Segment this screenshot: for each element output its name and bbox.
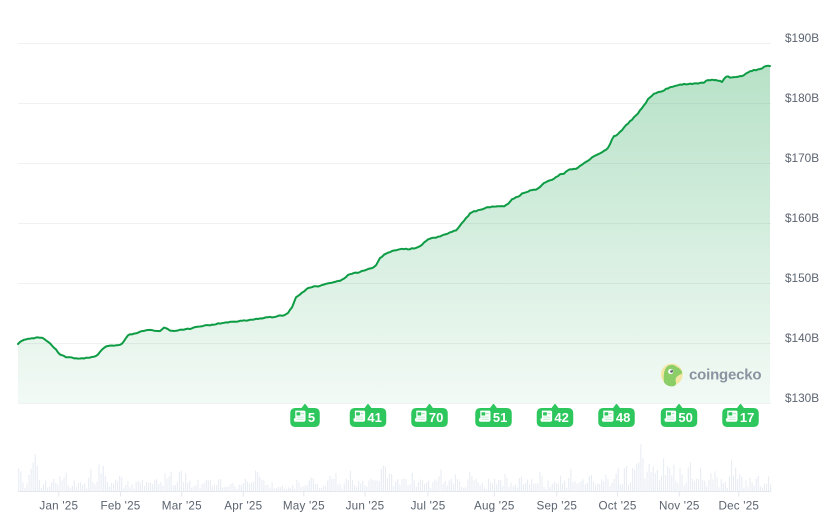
- svg-text:$180B: $180B: [785, 91, 819, 105]
- svg-text:May '25: May '25: [283, 500, 325, 513]
- svg-text:51: 51: [493, 410, 507, 425]
- svg-text:42: 42: [554, 410, 568, 425]
- svg-text:Jun '25: Jun '25: [346, 500, 385, 513]
- svg-text:$150B: $150B: [785, 271, 819, 285]
- svg-text:Sep '25: Sep '25: [536, 500, 577, 513]
- svg-text:50: 50: [678, 410, 692, 425]
- svg-text:70: 70: [429, 410, 443, 425]
- svg-text:Mar '25: Mar '25: [162, 500, 202, 513]
- svg-text:41: 41: [367, 410, 381, 425]
- svg-text:Jan '25: Jan '25: [39, 500, 78, 513]
- svg-text:Feb '25: Feb '25: [100, 500, 140, 513]
- svg-text:Apr '25: Apr '25: [224, 500, 262, 513]
- svg-text:$160B: $160B: [785, 211, 819, 225]
- svg-text:17: 17: [740, 410, 754, 425]
- svg-text:$140B: $140B: [785, 331, 819, 345]
- svg-text:Nov '25: Nov '25: [659, 500, 700, 513]
- svg-text:coingecko: coingecko: [689, 367, 761, 384]
- svg-text:Oct '25: Oct '25: [598, 500, 636, 513]
- svg-text:$130B: $130B: [785, 391, 819, 405]
- svg-text:$190B: $190B: [785, 31, 819, 45]
- svg-text:5: 5: [308, 410, 315, 425]
- svg-text:Dec '25: Dec '25: [718, 500, 759, 513]
- svg-text:Aug '25: Aug '25: [474, 500, 515, 513]
- svg-text:48: 48: [616, 410, 630, 425]
- svg-text:$170B: $170B: [785, 151, 819, 165]
- svg-text:Jul '25: Jul '25: [411, 500, 446, 513]
